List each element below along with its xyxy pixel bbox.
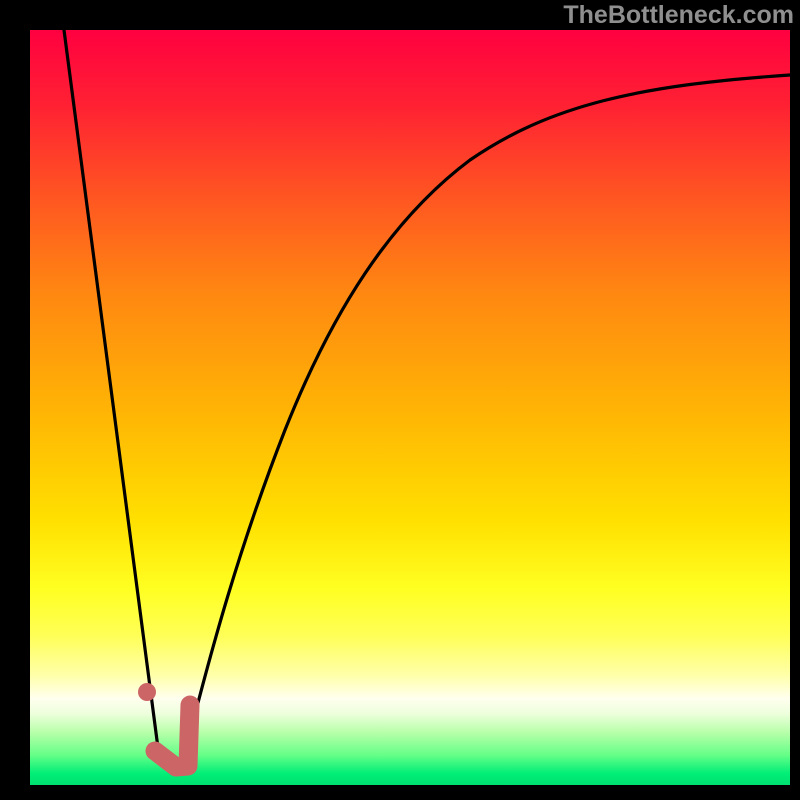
attribution-text: TheBottleneck.com bbox=[563, 1, 794, 30]
chart-frame: TheBottleneck.com bbox=[0, 0, 800, 800]
plot-area bbox=[30, 30, 790, 785]
heat-gradient bbox=[30, 30, 790, 785]
